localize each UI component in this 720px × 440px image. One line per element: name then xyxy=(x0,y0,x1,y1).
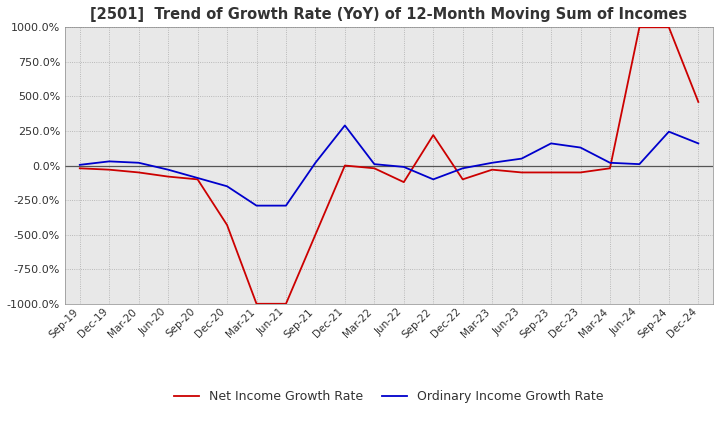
Ordinary Income Growth Rate xyxy=(576,145,585,150)
Line: Net Income Growth Rate: Net Income Growth Rate xyxy=(80,27,698,304)
Net Income Growth Rate xyxy=(222,222,231,227)
Legend: Net Income Growth Rate, Ordinary Income Growth Rate: Net Income Growth Rate, Ordinary Income … xyxy=(169,385,608,408)
Net Income Growth Rate xyxy=(311,232,320,237)
Net Income Growth Rate xyxy=(341,163,349,168)
Net Income Growth Rate xyxy=(576,170,585,175)
Ordinary Income Growth Rate xyxy=(252,203,261,208)
Ordinary Income Growth Rate xyxy=(665,129,673,134)
Net Income Growth Rate xyxy=(193,177,202,182)
Net Income Growth Rate xyxy=(546,170,555,175)
Ordinary Income Growth Rate xyxy=(635,161,644,167)
Net Income Growth Rate xyxy=(488,167,497,172)
Net Income Growth Rate xyxy=(105,167,114,172)
Net Income Growth Rate xyxy=(517,170,526,175)
Net Income Growth Rate xyxy=(606,165,614,171)
Ordinary Income Growth Rate xyxy=(429,177,438,182)
Net Income Growth Rate xyxy=(694,99,703,105)
Ordinary Income Growth Rate xyxy=(164,167,173,172)
Ordinary Income Growth Rate xyxy=(193,175,202,180)
Ordinary Income Growth Rate xyxy=(400,164,408,169)
Ordinary Income Growth Rate xyxy=(488,160,497,165)
Ordinary Income Growth Rate xyxy=(370,161,379,167)
Ordinary Income Growth Rate xyxy=(694,141,703,146)
Ordinary Income Growth Rate xyxy=(546,141,555,146)
Net Income Growth Rate xyxy=(459,177,467,182)
Net Income Growth Rate xyxy=(635,25,644,30)
Net Income Growth Rate xyxy=(665,25,673,30)
Ordinary Income Growth Rate xyxy=(341,123,349,128)
Net Income Growth Rate xyxy=(135,170,143,175)
Line: Ordinary Income Growth Rate: Ordinary Income Growth Rate xyxy=(80,125,698,205)
Net Income Growth Rate xyxy=(164,174,173,179)
Ordinary Income Growth Rate xyxy=(105,159,114,164)
Ordinary Income Growth Rate xyxy=(135,160,143,165)
Net Income Growth Rate xyxy=(400,180,408,185)
Ordinary Income Growth Rate xyxy=(222,183,231,189)
Ordinary Income Growth Rate xyxy=(606,160,614,165)
Net Income Growth Rate xyxy=(76,165,84,171)
Net Income Growth Rate xyxy=(252,301,261,306)
Title: [2501]  Trend of Growth Rate (YoY) of 12-Month Moving Sum of Incomes: [2501] Trend of Growth Rate (YoY) of 12-… xyxy=(91,7,688,22)
Ordinary Income Growth Rate xyxy=(282,203,290,208)
Ordinary Income Growth Rate xyxy=(311,160,320,165)
Ordinary Income Growth Rate xyxy=(459,165,467,171)
Net Income Growth Rate xyxy=(370,165,379,171)
Net Income Growth Rate xyxy=(429,132,438,138)
Net Income Growth Rate xyxy=(282,301,290,306)
Ordinary Income Growth Rate xyxy=(517,156,526,161)
Ordinary Income Growth Rate xyxy=(76,162,84,168)
